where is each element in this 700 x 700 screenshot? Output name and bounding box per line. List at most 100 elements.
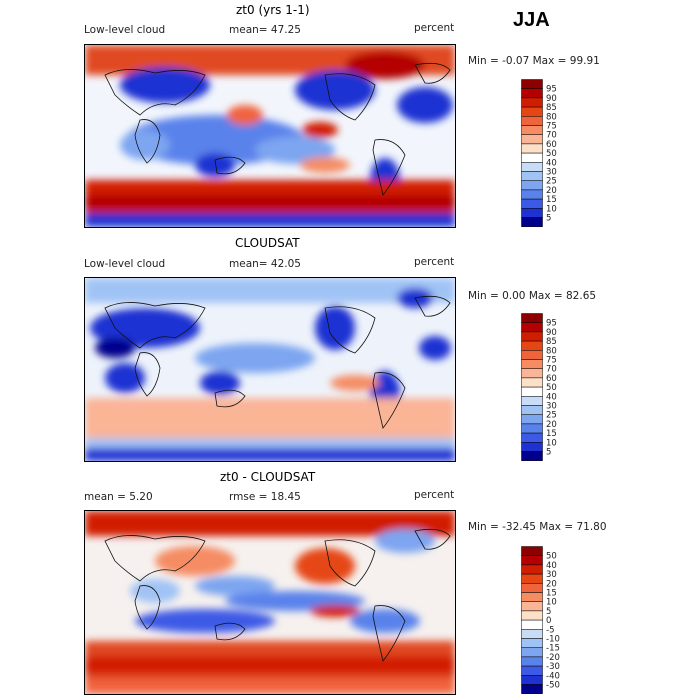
colorbar-tick-label: 90	[546, 94, 557, 104]
colorbar-swatch	[521, 414, 543, 425]
panel-3-map-field	[85, 511, 455, 694]
panel-3-rmse-label: rmse = 18.45	[229, 491, 301, 503]
colorbar-swatch	[521, 610, 543, 621]
colorbar-tick-label: -10	[546, 635, 560, 645]
colorbar-swatch	[521, 583, 543, 593]
colorbar-tick-label: -50	[546, 681, 560, 691]
colorbar-tick-label: 80	[546, 112, 557, 122]
colorbar-tick-label: 5	[546, 214, 551, 224]
colorbar-swatch	[521, 423, 543, 434]
colorbar-tick-label: 20	[546, 186, 557, 196]
colorbar-swatch	[521, 208, 543, 218]
colorbar-swatch	[521, 189, 543, 200]
colorbar-tick-label: -15	[546, 644, 560, 654]
colorbar-tick-label: 85	[546, 337, 557, 347]
colorbar-swatch	[521, 656, 543, 667]
colorbar-tick-label: 70	[546, 131, 557, 141]
panel-2-min-max: Min = 0.00 Max = 82.65	[468, 290, 597, 302]
colorbar-tick-label: 70	[546, 365, 557, 375]
colorbar-tick-label: 5	[546, 448, 551, 458]
colorbar-tick-label: 40	[546, 158, 557, 168]
colorbar-swatch	[521, 451, 543, 461]
colorbar-tick-label: -5	[546, 625, 554, 635]
colorbar-tick-label: 80	[546, 346, 557, 356]
colorbar-swatch	[521, 143, 543, 154]
colorbar-tick-label: -40	[546, 671, 560, 681]
colorbar-swatch	[521, 116, 543, 126]
panel-2-map-field	[85, 278, 455, 461]
colorbar-swatch	[521, 377, 543, 388]
colorbar-swatch	[521, 162, 543, 172]
colorbar-swatch	[521, 106, 543, 117]
colorbar-tick-label: 60	[546, 374, 557, 384]
colorbar-swatch	[521, 432, 543, 443]
colorbar-swatch	[521, 564, 543, 575]
colorbar-swatch	[521, 322, 543, 333]
colorbar-tick-label: 75	[546, 356, 557, 366]
panel-1-variable-label: Low-level cloud	[84, 24, 166, 36]
colorbar-swatch	[521, 97, 543, 108]
colorbar-tick-label: 50	[546, 383, 557, 393]
colorbar-swatch	[521, 152, 543, 163]
colorbar-swatch	[521, 405, 543, 415]
colorbar-swatch	[521, 386, 543, 397]
colorbar-tick-label: 0	[546, 616, 551, 626]
panel-3-colorbar: 50 40 30 20 15 10 5 0 -5 -10 -15 -20 -30 -40 -50	[521, 546, 591, 695]
panel-1-units-label: percent	[414, 22, 455, 34]
panel-2-title: CLOUDSAT	[235, 236, 300, 250]
colorbar-tick-label: 60	[546, 140, 557, 150]
panel-2-variable-label: Low-level cloud	[84, 258, 166, 270]
colorbar-swatch	[521, 180, 543, 191]
colorbar-swatch	[521, 665, 543, 676]
colorbar-tick-label: 85	[546, 103, 557, 113]
panel-2-units-label: percent	[414, 256, 455, 268]
colorbar-tick-label: 95	[546, 85, 557, 95]
colorbar-swatch	[521, 592, 543, 602]
panel-1-map-field	[85, 45, 455, 227]
colorbar-tick-label: 25	[546, 411, 557, 421]
panel-1-title: zt0 (yrs 1-1)	[236, 3, 310, 17]
season-label: JJA	[513, 9, 550, 31]
colorbar-tick-label: 40	[546, 561, 557, 571]
colorbar-swatch	[521, 313, 543, 323]
panel-2-mean-label: mean= 42.05	[229, 258, 301, 270]
colorbar-swatch	[521, 396, 543, 406]
colorbar-swatch	[521, 638, 543, 648]
colorbar-tick-label: 10	[546, 598, 557, 608]
panel-3-map	[84, 510, 456, 695]
colorbar-tick-label: 50	[546, 149, 557, 159]
panel-1-map	[84, 44, 456, 228]
colorbar-tick-label: 10	[546, 204, 557, 214]
panel-1-min-max: Min = -0.07 Max = 99.91	[468, 55, 600, 67]
panel-2-map	[84, 277, 456, 462]
colorbar-tick-label: 15	[546, 429, 557, 439]
panel-3-units-label: percent	[414, 489, 455, 501]
colorbar-tick-label: 25	[546, 177, 557, 187]
colorbar-swatch	[521, 125, 543, 135]
panel-1-mean-label: mean= 47.25	[229, 24, 301, 36]
colorbar-tick-label: 20	[546, 579, 557, 589]
colorbar-swatch	[521, 88, 543, 99]
colorbar-swatch	[521, 546, 543, 556]
colorbar-swatch	[521, 573, 543, 584]
colorbar-tick-label: -30	[546, 662, 560, 672]
colorbar-swatch	[521, 217, 543, 227]
colorbar-swatch	[521, 675, 543, 685]
colorbar-swatch	[521, 331, 543, 342]
colorbar-tick-label: 30	[546, 570, 557, 580]
colorbar-tick-label: 10	[546, 438, 557, 448]
colorbar-tick-label: 15	[546, 195, 557, 205]
colorbar-tick-label: 30	[546, 168, 557, 178]
colorbar-tick-label: 95	[546, 319, 557, 329]
colorbar-swatch	[521, 368, 543, 379]
colorbar-swatch	[521, 350, 543, 360]
colorbar-swatch	[521, 198, 543, 209]
colorbar-tick-label: 15	[546, 589, 557, 599]
colorbar-swatch	[521, 555, 543, 566]
colorbar-tick-label: 50	[546, 552, 557, 562]
panel-2-colorbar: 95 90 85 80 75 70 60 50 40 30 25 20 15 10 5	[521, 313, 591, 462]
